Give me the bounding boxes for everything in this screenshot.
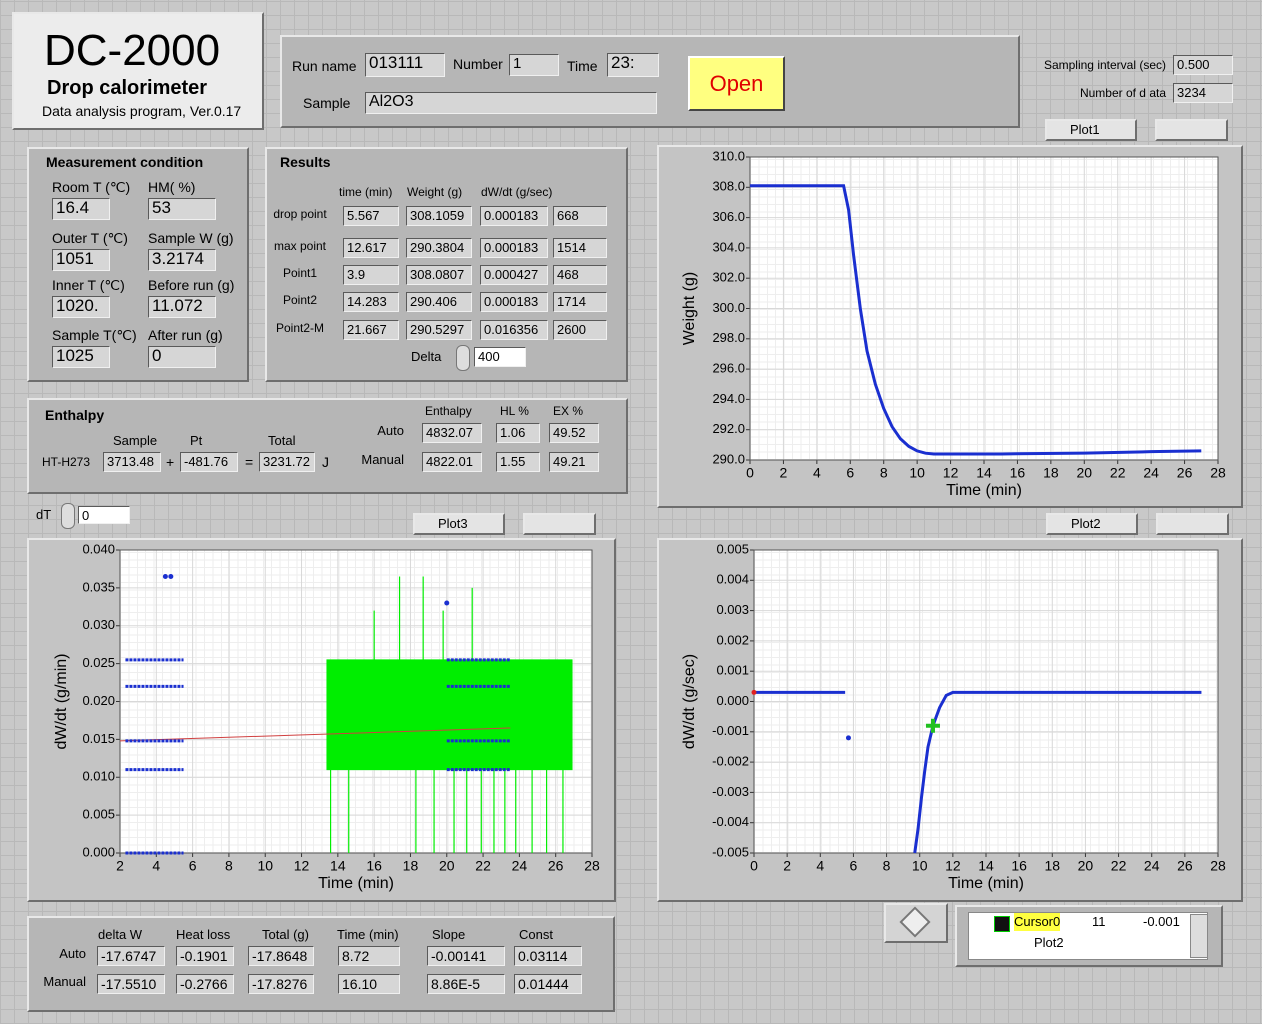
y-tick-label: -0.005 [712,844,749,859]
x-tick-label: 12 [294,858,310,874]
x-tick-label: 14 [976,465,992,481]
x-tick-label: 20 [1078,858,1094,874]
x-tick-label: 10 [912,858,928,874]
y-tick-label: 300.0 [712,300,745,315]
y-axis-label: Weight (g) [681,272,698,346]
x-axis-label: Time (min) [946,482,1022,499]
y-tick-label: 290.0 [712,451,745,466]
x-tick-label: 6 [189,858,197,874]
y-tick-label: 0.000 [82,844,115,859]
y-tick-label: -0.003 [712,784,749,799]
y-tick-label: 0.020 [82,693,115,708]
x-tick-label: 24 [1144,858,1160,874]
data-line [754,692,1201,853]
x-tick-label: 2 [783,858,791,874]
x-tick-label: 8 [225,858,233,874]
y-tick-label: 292.0 [712,421,745,436]
y-tick-label: 306.0 [712,209,745,224]
y-tick-label: 0.000 [716,693,749,708]
x-tick-label: 8 [880,465,888,481]
data-point [752,690,757,695]
x-tick-label: 24 [1143,465,1159,481]
y-tick-label: 0.005 [716,541,749,556]
y-tick-label: 310.0 [712,148,745,163]
y-tick-label: -0.002 [712,754,749,769]
x-tick-label: 28 [1210,858,1226,874]
y-tick-label: 0.004 [716,572,749,587]
x-tick-label: 14 [330,858,346,874]
y-tick-label: 298.0 [712,330,745,345]
x-tick-label: 8 [883,858,891,874]
y-axis-label: dW/dt (g/min) [53,653,70,749]
x-tick-label: 4 [152,858,160,874]
x-tick-label: 2 [780,465,788,481]
y-tick-label: 302.0 [712,270,745,285]
data-point [168,574,173,579]
x-axis-label: Time (min) [948,875,1024,892]
x-axis-label: Time (min) [318,875,394,892]
x-tick-label: 0 [750,858,758,874]
x-tick-label: 18 [1044,858,1060,874]
x-tick-label: 26 [548,858,564,874]
data-line [750,186,1201,454]
x-tick-label: 4 [813,465,821,481]
x-tick-label: 10 [909,465,925,481]
x-tick-label: 0 [746,465,754,481]
data-point [846,735,851,740]
x-tick-label: 18 [1043,465,1059,481]
x-tick-label: 12 [943,465,959,481]
x-tick-label: 16 [1011,858,1027,874]
y-tick-label: 0.035 [82,579,115,594]
x-tick-label: 12 [945,858,961,874]
y-tick-label: -0.004 [712,814,749,829]
x-tick-label: 22 [1110,465,1126,481]
data-point [444,601,449,606]
x-tick-label: 2 [116,858,124,874]
x-tick-label: 16 [366,858,382,874]
y-tick-label: 296.0 [712,361,745,376]
data-band [327,660,572,770]
y-tick-label: 0.001 [716,663,749,678]
x-tick-label: 14 [978,858,994,874]
x-tick-label: 10 [257,858,273,874]
cursor-marker [926,719,940,733]
y-tick-label: 294.0 [712,391,745,406]
y-tick-label: -0.001 [712,723,749,738]
y-tick-label: 0.003 [716,602,749,617]
x-tick-label: 20 [1076,465,1092,481]
data-point [163,574,168,579]
x-tick-label: 16 [1010,465,1026,481]
x-tick-label: 24 [512,858,528,874]
x-tick-label: 4 [816,858,824,874]
y-tick-label: 308.0 [712,179,745,194]
y-axis-label: dW/dt (g/sec) [681,654,698,749]
y-tick-label: 0.002 [716,632,749,647]
x-tick-label: 22 [475,858,491,874]
x-tick-label: 28 [584,858,600,874]
x-tick-label: 18 [403,858,419,874]
y-tick-label: 0.025 [82,655,115,670]
y-tick-label: 304.0 [712,239,745,254]
x-tick-label: 26 [1177,858,1193,874]
x-tick-label: 22 [1111,858,1127,874]
x-tick-label: 26 [1177,465,1193,481]
y-tick-label: 0.010 [82,769,115,784]
x-tick-label: 28 [1210,465,1226,481]
x-tick-label: 20 [439,858,455,874]
y-tick-label: 0.040 [82,541,115,556]
y-tick-label: 0.015 [82,731,115,746]
y-tick-label: 0.030 [82,617,115,632]
x-tick-label: 6 [846,465,854,481]
y-tick-label: 0.005 [82,807,115,822]
x-tick-label: 6 [850,858,858,874]
